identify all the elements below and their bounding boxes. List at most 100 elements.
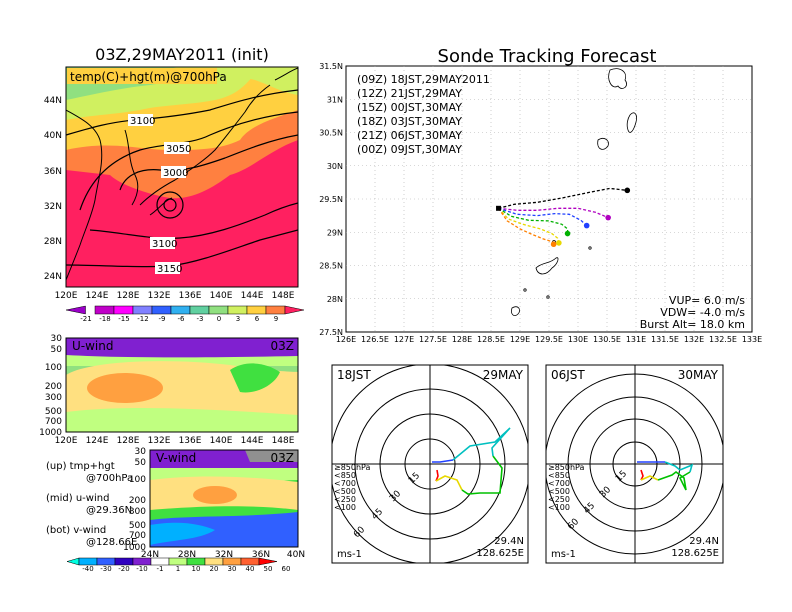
contour-label: 3050 xyxy=(166,144,191,155)
hodo-segment-850 xyxy=(435,469,439,482)
u-field-jet-core xyxy=(87,373,163,403)
hodo-segment-700 xyxy=(435,475,463,491)
v-field-grey xyxy=(245,450,298,462)
wind-tick: 1 xyxy=(176,565,180,573)
hodo2-right: 30MAY xyxy=(678,368,719,382)
legend-entry: (15Z) 00JST,30MAY xyxy=(357,101,462,114)
tracking-grid xyxy=(346,66,752,332)
hodo1-rings xyxy=(332,365,528,563)
lon-label: 144E xyxy=(241,291,264,301)
y-tick-label: 28N xyxy=(327,295,343,304)
low-center-inner xyxy=(163,198,177,212)
colorbar-cell xyxy=(114,557,134,566)
height-contour-3100-south xyxy=(89,202,298,239)
u-lon: 120E xyxy=(55,436,78,446)
colorbar-cell xyxy=(186,557,206,566)
level-key: <700 xyxy=(548,479,570,488)
island-shape xyxy=(626,112,637,133)
temp-tick: 0 xyxy=(217,315,221,323)
tracking-info: VUP= 6.0 m/s VDW= -4.0 m/s Burst Alt= 18… xyxy=(640,294,746,331)
island-shape xyxy=(588,246,592,250)
temp-tick: 3 xyxy=(236,315,240,323)
wind-tick: 50 xyxy=(264,565,273,573)
v-field-orange xyxy=(193,486,237,504)
hodo-segment-850 xyxy=(640,469,644,481)
temp-tick: -15 xyxy=(118,315,129,323)
colorbar-cell xyxy=(113,305,134,315)
v-level: 100 xyxy=(129,475,146,485)
x-tick-label: 126.5E xyxy=(361,335,389,344)
wind-tick: -10 xyxy=(136,565,147,573)
wind-tick: 20 xyxy=(210,565,219,573)
u-level: 100 xyxy=(45,363,62,373)
lon-label: 140E xyxy=(210,291,233,301)
island-shape xyxy=(511,306,520,316)
hodo-segment-700 xyxy=(640,475,659,481)
colorbar-cell xyxy=(258,557,278,566)
lat-label: 28N xyxy=(44,237,62,247)
wind-tick: 40 xyxy=(246,565,255,573)
v-level: 50 xyxy=(135,458,147,468)
y-tick-label: 29.5N xyxy=(319,195,343,204)
level-key: <500 xyxy=(334,487,356,496)
temp-colorbar-labels: -21 -18 -15 -12 -9 -6 -3 0 3 6 9 xyxy=(80,315,278,323)
legend-mid2: @29.36N xyxy=(86,505,132,516)
colorbar-cell xyxy=(246,305,267,315)
track-line xyxy=(497,207,555,245)
colorbar-cell xyxy=(94,305,115,315)
hodograph-1: 18JST 29MAY 15 30 45 60 ≥850hPa <850 <70… xyxy=(331,364,529,564)
u-lon: 140E xyxy=(210,436,233,446)
hodo-segment-100 xyxy=(432,459,454,463)
colorbar-cell xyxy=(151,305,172,315)
level-key: <250 xyxy=(334,495,356,504)
colorbar-cell xyxy=(96,557,116,566)
x-tick-label: 127.5E xyxy=(419,335,447,344)
level-key: ≥850hPa xyxy=(548,463,585,472)
x-tick-label: 128.5E xyxy=(477,335,505,344)
x-tick-label: 127E xyxy=(394,335,414,344)
panel-legend: (up) tmp+hgt @700hPa (mid) u-wind @29.36… xyxy=(46,461,137,548)
x-tick-label: 129E xyxy=(510,335,530,344)
track-line xyxy=(498,187,628,209)
colorbar-cell xyxy=(168,557,188,566)
colorbar-cell xyxy=(132,557,152,566)
contour-label: 3150 xyxy=(157,264,182,275)
v-level: 200 xyxy=(129,496,146,506)
level-key: ≥850hPa xyxy=(334,463,371,472)
hodo-segment-250 xyxy=(452,427,511,461)
hodo2-rings xyxy=(546,365,723,563)
u-level: 200 xyxy=(45,382,62,392)
contour-label: 3100 xyxy=(130,116,155,127)
v-level: 300 xyxy=(129,507,146,517)
temp-tick: -3 xyxy=(197,315,204,323)
x-tick-label: 129.5E xyxy=(535,335,563,344)
island-shape xyxy=(597,138,609,150)
level-key: <100 xyxy=(334,503,356,512)
launch-marker xyxy=(496,205,502,211)
legend-bot2: @128.66E xyxy=(86,537,137,548)
hodo2-lat: 29.4N xyxy=(689,536,719,547)
low-center-outer xyxy=(156,191,184,219)
wind-tick: -20 xyxy=(118,565,129,573)
hodo1-lat: 29.4N xyxy=(494,536,524,547)
x-tick-label: 131.5E xyxy=(651,335,679,344)
u-lon: 124E xyxy=(86,436,109,446)
u-time: 03Z xyxy=(271,339,295,353)
x-tick-label: 132E xyxy=(684,335,704,344)
track-line xyxy=(498,207,588,227)
wind-tick: -1 xyxy=(157,565,164,573)
colorbar-cell xyxy=(222,557,242,566)
legend-mid: (mid) u-wind xyxy=(46,493,109,504)
lat-label: 32N xyxy=(44,202,62,212)
hodo2-left: 06JST xyxy=(551,368,585,382)
colorbar-cell xyxy=(66,557,80,566)
level-key: <850 xyxy=(548,471,570,480)
x-tick-label: 130E xyxy=(568,335,588,344)
lat-label: 36N xyxy=(44,167,62,177)
hodo1-left: 18JST xyxy=(337,368,371,382)
wind-tick: 60 xyxy=(282,565,291,573)
temp-tick: 9 xyxy=(274,315,278,323)
tracking-plot: 126E 126.5E 127E 127.5E 128E 128.5E 129E 129.5E… xyxy=(319,62,762,344)
track-endpoint xyxy=(583,222,590,229)
